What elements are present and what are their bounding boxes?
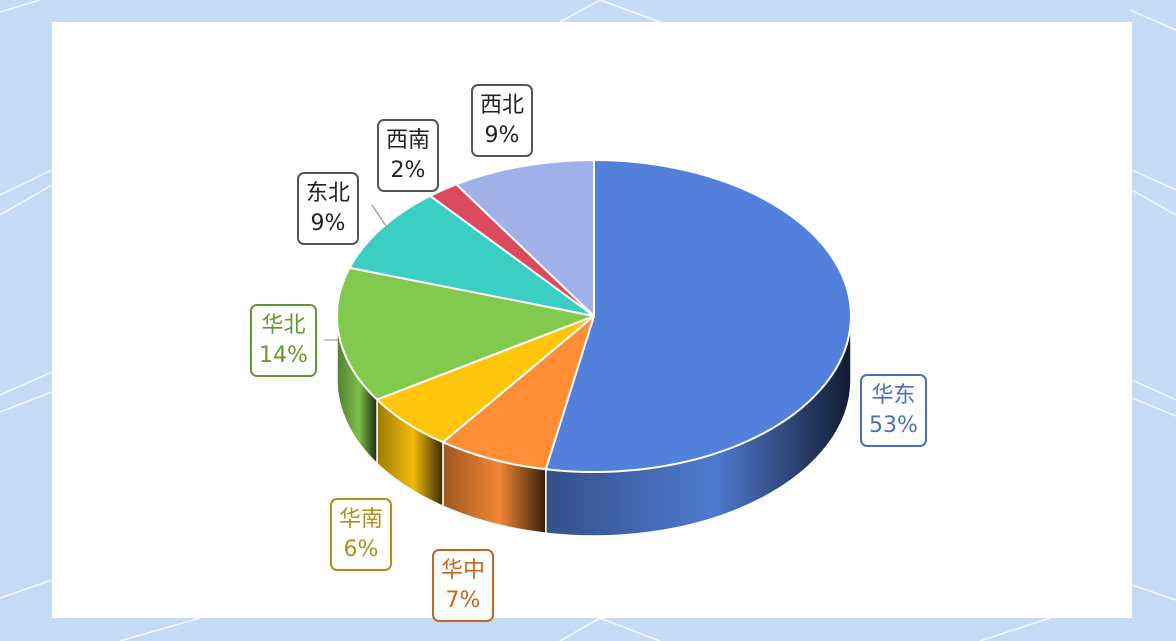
slice-label-name: 华北 [261,313,306,338]
slice-label-huadong: 华东 53% [860,374,927,447]
pie-slices [336,159,852,473]
chart-panel: 华东 53% 华中 7% 华南 6% 华北 14% 东北 9% 西南 2% 西北… [52,22,1132,622]
pie-chart [324,159,852,537]
slice-label-huabei: 华北 14% [250,304,317,377]
slice-label-percent: 9% [310,211,346,236]
label-leader-lines [324,204,387,341]
slice-label-percent: 7% [445,588,481,613]
leader-line-1 [371,204,387,227]
slice-3 [336,266,595,401]
slice-label-name: 东北 [306,181,351,206]
slice-label-dongbei: 东北 9% [297,172,360,245]
slice-label-percent: 9% [484,123,520,148]
slice-label-name: 华中 [441,558,486,583]
slice-label-percent: 14% [259,343,308,368]
slice-label-percent: 53% [869,413,918,438]
slice-0 [544,159,852,473]
slice-label-xinan: 西南 2% [377,119,440,192]
slice-label-xibei: 西北 9% [471,84,534,157]
slice-label-name: 华东 [871,383,916,408]
slice-label-name: 华南 [339,507,384,532]
slice-label-name: 西南 [386,128,431,153]
slice-label-huanan: 华南 6% [330,498,393,571]
slice-1 [441,315,595,471]
slice-label-huazhong: 华中 7% [432,549,495,622]
slice-label-percent: 6% [343,537,379,562]
slice-label-name: 西北 [480,93,525,118]
slice-label-percent: 2% [390,158,426,183]
slice-4 [348,194,595,317]
slice-6 [455,159,595,317]
